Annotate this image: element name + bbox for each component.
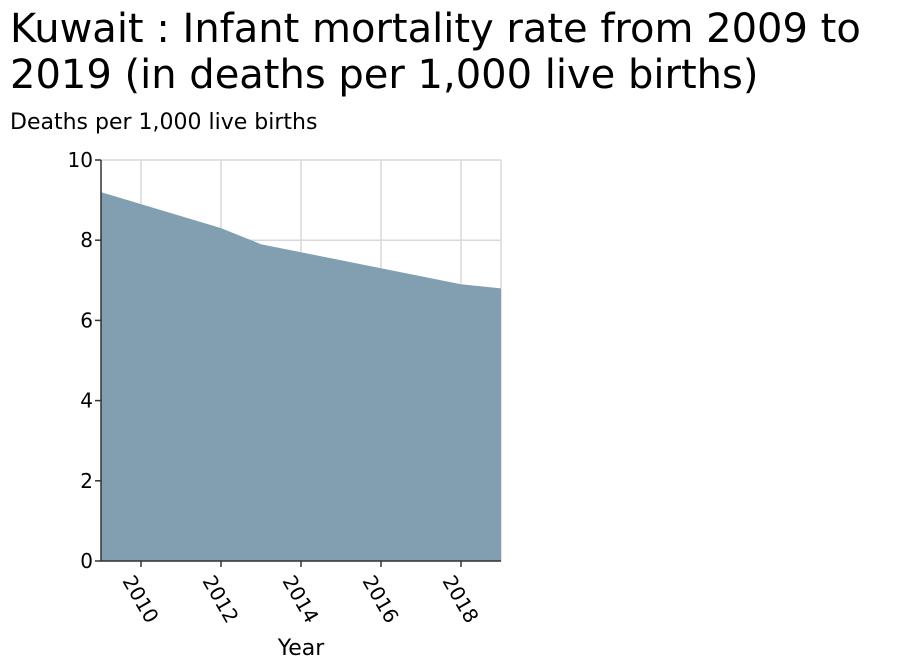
y-tick-label: 8 [80, 228, 93, 252]
y-tick-label: 10 [68, 148, 93, 172]
y-tick-label: 4 [80, 389, 93, 413]
x-tick-label: 2010 [118, 571, 164, 627]
y-tick-label: 0 [80, 549, 93, 573]
x-tick-label: 2016 [358, 571, 404, 627]
chart-title: Kuwait : Infant mortality rate from 2009… [10, 6, 861, 98]
x-tick-labels: 2010 2012 2014 2016 2018 [118, 571, 484, 627]
x-axis-label: Year [277, 636, 326, 661]
area-series [101, 192, 501, 561]
axes [95, 159, 501, 567]
y-tick-labels: 0 2 4 6 8 10 [68, 148, 93, 573]
y-tick-label: 2 [80, 469, 93, 493]
y-axis-label: Deaths per 1,000 live births [10, 110, 318, 135]
y-tick-label: 6 [80, 308, 93, 332]
x-tick-label: 2018 [438, 571, 484, 627]
x-tick-label: 2012 [198, 571, 244, 627]
x-tick-label: 2014 [278, 571, 324, 627]
